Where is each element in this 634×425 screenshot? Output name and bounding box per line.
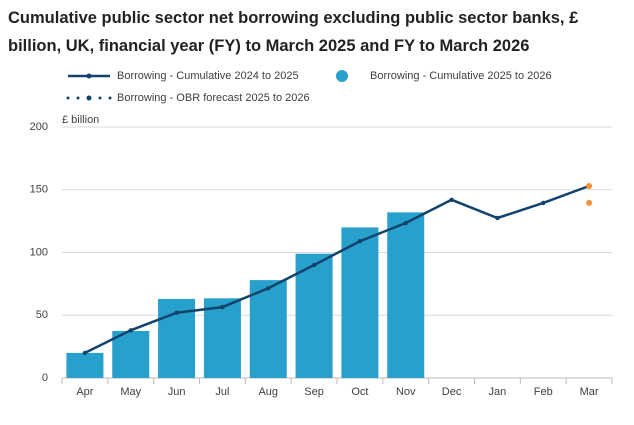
x-tick-label: Mar	[580, 386, 599, 398]
y-tick-label: 200	[30, 121, 48, 133]
x-tick-label: Sep	[304, 386, 324, 398]
y-tick-label: 150	[30, 184, 48, 196]
chart-title: Cumulative public sector net borrowing e…	[8, 9, 579, 55]
x-tick-label: Oct	[351, 386, 368, 398]
x-tick-label: Feb	[534, 386, 553, 398]
x-tick-label: May	[120, 386, 141, 398]
point	[82, 350, 88, 356]
x-tick-label: Nov	[396, 386, 416, 398]
legend-marker	[98, 96, 102, 100]
bar	[112, 330, 150, 378]
legend-marker	[66, 96, 70, 100]
point	[220, 304, 225, 310]
point	[311, 262, 317, 268]
legend-label: Borrowing - OBR forecast 2025 to 2026	[117, 92, 310, 104]
x-tick-label: Apr	[76, 386, 93, 398]
point	[128, 328, 133, 333]
bar	[203, 298, 241, 378]
legend-marker	[86, 73, 92, 79]
line	[84, 184, 590, 355]
point	[541, 200, 546, 206]
bar	[387, 212, 425, 378]
x-tick-label: Jul	[215, 386, 229, 398]
point	[357, 239, 363, 244]
x-tick-label: Aug	[258, 386, 278, 398]
point	[174, 310, 179, 315]
point	[449, 197, 454, 202]
bar	[295, 253, 333, 378]
point	[495, 215, 500, 221]
y-tick-label: 100	[30, 246, 48, 258]
bar	[66, 352, 104, 378]
x-tick-label: Jun	[168, 386, 186, 398]
forecast-point	[586, 199, 593, 206]
bar	[249, 280, 287, 378]
point	[586, 182, 593, 189]
bar	[341, 227, 379, 378]
legend-marker	[336, 70, 348, 82]
y-axis-label: £ billion	[62, 114, 99, 126]
legend-label: Borrowing - Cumulative 2025 to 2026	[370, 70, 552, 82]
point	[266, 286, 271, 291]
x-tick-label: Jan	[489, 386, 507, 398]
legend-marker	[76, 96, 80, 100]
legend-marker	[86, 95, 92, 101]
legend-label: Borrowing - Cumulative 2024 to 2025	[117, 70, 299, 82]
y-tick-label: 0	[42, 372, 48, 384]
legend-marker	[108, 96, 112, 100]
x-tick-label: Dec	[442, 386, 462, 398]
point	[403, 220, 408, 226]
y-tick-label: 50	[36, 309, 48, 321]
